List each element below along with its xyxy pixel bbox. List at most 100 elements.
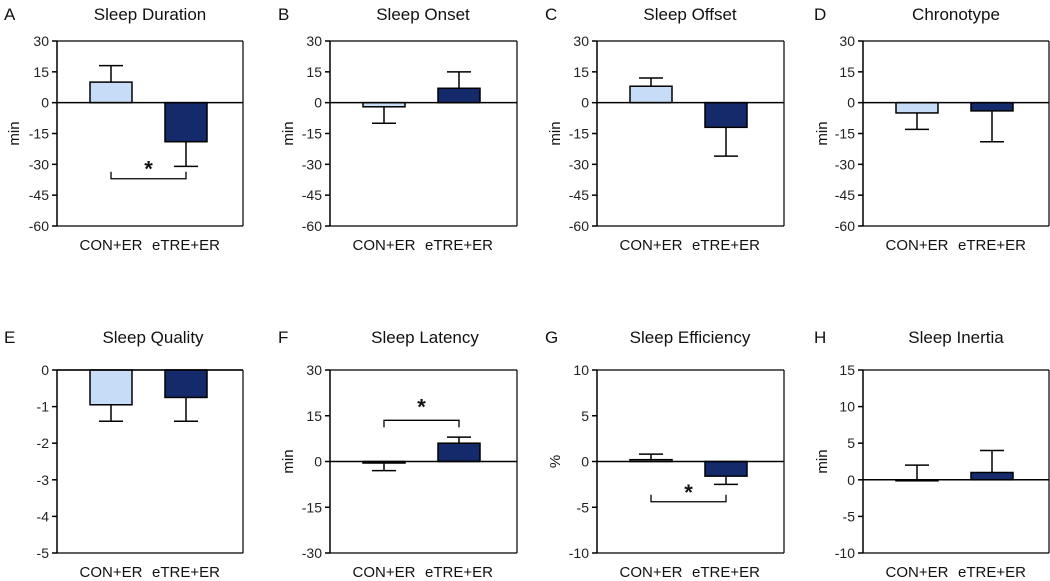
x-tick-label: eTRE+ER [425, 564, 493, 581]
bar-con-er [629, 85, 673, 104]
y-tick-label: 15 [573, 64, 589, 80]
y-tick-label: -30 [835, 156, 855, 172]
y-tick-label: 0 [41, 95, 49, 111]
y-tick-label: 10 [573, 362, 589, 378]
bar-con-er [895, 101, 939, 114]
y-axis-label: min [280, 121, 297, 145]
y-axis-label: min [547, 121, 564, 145]
y-tick-label: 10 [839, 399, 855, 415]
y-axis-label: min [6, 121, 23, 145]
y-tick-label: 0 [314, 454, 322, 470]
y-tick-label: -5 [843, 508, 856, 524]
y-tick-label: -45 [302, 187, 322, 203]
panel-letter: E [4, 328, 15, 347]
bar-etre-er [164, 369, 208, 399]
y-tick-label: -60 [835, 218, 855, 234]
y-tick-label: -4 [37, 508, 50, 524]
x-tick-label: CON+ER [80, 237, 143, 254]
y-tick-label: 15 [306, 64, 322, 80]
significance-star: * [417, 394, 426, 419]
y-tick-label: 0 [314, 95, 322, 111]
bar-etre-er [437, 442, 481, 463]
panel-title: Sleep Inertia [908, 328, 1004, 347]
x-tick-label: eTRE+ER [152, 237, 220, 254]
significance-bracket [110, 171, 187, 180]
bar-etre-er [437, 87, 481, 104]
panel-letter: C [545, 5, 557, 24]
y-tick-label: -30 [302, 156, 322, 172]
y-tick-label: -10 [569, 545, 589, 561]
y-tick-label: 0 [847, 95, 855, 111]
y-tick-label: -30 [29, 156, 49, 172]
y-tick-label: -5 [37, 545, 50, 561]
y-axis-label: % [547, 455, 564, 468]
y-tick-label: 30 [839, 33, 855, 49]
y-tick-label: -10 [835, 545, 855, 561]
y-tick-label: -60 [302, 218, 322, 234]
y-tick-label: -45 [29, 187, 49, 203]
panel-letter: B [278, 5, 289, 24]
bar-con-er [89, 81, 133, 104]
x-tick-label: CON+ER [80, 564, 143, 581]
y-tick-label: -15 [835, 126, 855, 142]
y-tick-label: -1 [37, 399, 50, 415]
y-tick-label: 5 [847, 435, 855, 451]
y-tick-label: 15 [33, 64, 49, 80]
y-tick-label: 5 [581, 408, 589, 424]
x-tick-label: eTRE+ER [958, 237, 1026, 254]
y-tick-label: 15 [839, 362, 855, 378]
y-tick-label: -15 [302, 499, 322, 515]
y-axis-label: min [814, 121, 831, 145]
y-tick-label: 30 [573, 33, 589, 49]
significance-bracket [383, 419, 460, 428]
x-tick-label: eTRE+ER [425, 237, 493, 254]
x-tick-label: eTRE+ER [152, 564, 220, 581]
y-tick-label: -45 [569, 187, 589, 203]
y-tick-label: -60 [569, 218, 589, 234]
y-tick-label: 30 [306, 362, 322, 378]
x-tick-label: CON+ER [620, 237, 683, 254]
y-tick-label: -5 [577, 499, 590, 515]
bar-etre-er [970, 471, 1014, 481]
y-tick-label: 30 [33, 33, 49, 49]
bar-etre-er [164, 101, 208, 143]
bar-etre-er [970, 101, 1014, 112]
y-tick-label: 0 [581, 95, 589, 111]
panel-letter: H [814, 328, 826, 347]
y-tick-label: -60 [29, 218, 49, 234]
panel-title: Sleep Efficiency [630, 328, 751, 347]
x-tick-label: eTRE+ER [692, 237, 760, 254]
panel-letter: A [4, 5, 16, 24]
y-tick-label: -30 [569, 156, 589, 172]
x-tick-label: CON+ER [353, 564, 416, 581]
significance-star: * [684, 480, 693, 505]
y-tick-label: 15 [306, 408, 322, 424]
y-tick-label: 0 [41, 362, 49, 378]
y-tick-label: -30 [302, 545, 322, 561]
y-tick-label: -45 [835, 187, 855, 203]
panel-title: Sleep Latency [371, 328, 479, 347]
bar-con-er [89, 369, 133, 406]
y-tick-label: -15 [302, 126, 322, 142]
bar-etre-er [704, 101, 748, 129]
x-tick-label: CON+ER [886, 237, 949, 254]
y-tick-label: -15 [29, 126, 49, 142]
y-tick-label: -2 [37, 435, 50, 451]
panel-letter: F [278, 328, 288, 347]
significance-star: * [144, 157, 153, 182]
y-tick-label: 30 [306, 33, 322, 49]
bar-etre-er [704, 460, 748, 477]
y-tick-label: 0 [581, 454, 589, 470]
x-tick-label: CON+ER [353, 237, 416, 254]
panel-title: Sleep Quality [102, 328, 204, 347]
panel-title: Sleep Duration [94, 5, 206, 24]
x-tick-label: eTRE+ER [692, 564, 760, 581]
x-tick-label: eTRE+ER [958, 564, 1026, 581]
panel-title: Sleep Onset [376, 5, 470, 24]
panel-letter: G [545, 328, 558, 347]
y-tick-label: -3 [37, 472, 50, 488]
panel-title: Chronotype [912, 5, 1000, 24]
panel-letter: D [814, 5, 826, 24]
y-axis-label: min [280, 449, 297, 473]
